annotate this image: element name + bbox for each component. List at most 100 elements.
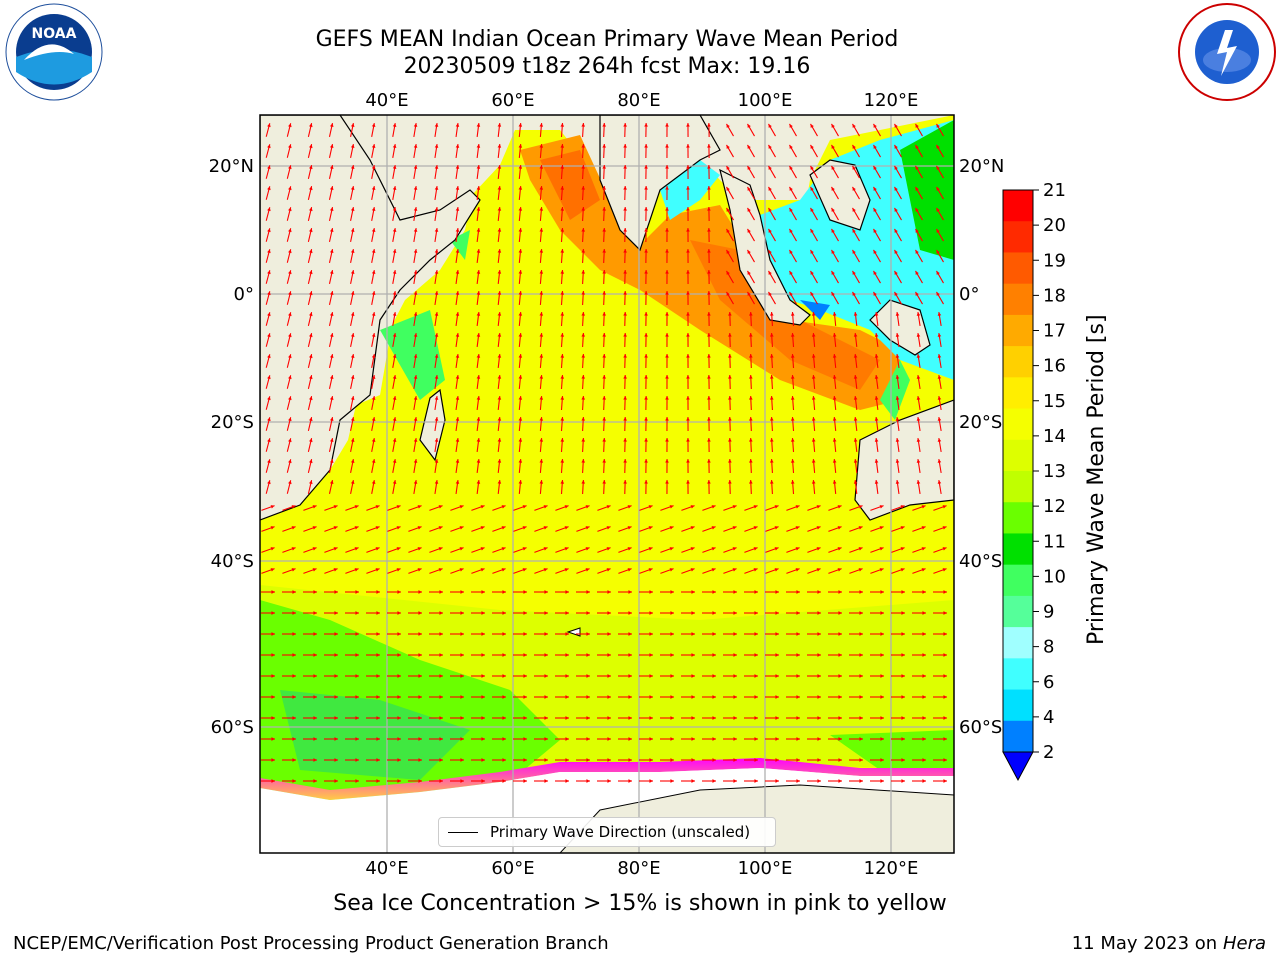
wave-arrow-head <box>607 695 611 699</box>
wave-arrow-head <box>313 632 317 636</box>
wave-arrow-head <box>539 459 544 463</box>
wave-arrow-head <box>502 653 506 657</box>
wave-arrow-head <box>838 695 842 699</box>
colorbar-segment <box>1003 252 1033 285</box>
wave-arrow-head <box>376 716 380 720</box>
wave-arrow-head <box>523 632 527 636</box>
wave-arrow-head <box>480 505 485 509</box>
wave-arrow-head <box>817 674 821 678</box>
wave-arrow-head <box>329 228 334 233</box>
lon-tick-bottom: 100°E <box>738 858 793 879</box>
wave-arrow-head <box>880 590 884 594</box>
wave-arrow-head <box>922 674 926 678</box>
wave-arrow-head <box>539 375 544 379</box>
colorbar <box>1002 189 1034 782</box>
wave-arrow-head <box>901 653 905 657</box>
wave-arrow-head <box>686 480 690 484</box>
wave-arrow-head <box>434 249 439 253</box>
wave-arrow-head <box>712 611 716 615</box>
wave-arrow-head <box>921 505 926 509</box>
wave-arrow-head <box>438 568 443 572</box>
wave-arrow-head <box>602 270 606 274</box>
wave-arrow-head <box>271 737 275 741</box>
wave-arrow-head <box>309 480 313 485</box>
wave-arrow-head <box>712 737 716 741</box>
wave-arrow-head <box>879 526 884 530</box>
wave-arrow-head <box>707 249 711 253</box>
wave-arrow-head <box>901 674 905 678</box>
wave-arrow-head <box>810 144 814 149</box>
wave-arrow-head <box>649 737 653 741</box>
wave-arrow-head <box>481 653 485 657</box>
wave-arrow-head <box>644 312 648 316</box>
wave-arrow-head <box>769 480 774 484</box>
wave-arrow-head <box>434 396 439 400</box>
wave-arrow-head <box>355 674 359 678</box>
wave-arrow-head <box>691 716 695 720</box>
wave-arrow-head <box>858 526 863 530</box>
wave-arrow-head <box>943 737 947 741</box>
wave-arrow-head <box>649 758 653 762</box>
wave-arrow-head <box>768 270 772 275</box>
wave-arrow-head <box>894 291 898 296</box>
wave-arrow-head <box>838 632 842 636</box>
wave-arrow-head <box>313 758 317 762</box>
wave-arrow-head <box>712 632 716 636</box>
wave-arrow-head <box>350 375 355 380</box>
wave-arrow-head <box>644 438 648 442</box>
colorbar-segment <box>1003 190 1033 222</box>
wave-arrow-head <box>460 779 464 783</box>
wave-arrow-head <box>607 674 611 678</box>
wave-arrow-head <box>518 165 523 169</box>
wave-arrow-head <box>371 417 376 421</box>
wave-arrow-head <box>901 590 905 594</box>
wave-arrow-head <box>518 270 523 274</box>
wave-arrow-head <box>628 779 632 783</box>
wave-arrow-head <box>543 547 548 551</box>
wave-arrow-head <box>943 779 947 783</box>
wave-arrow-head <box>397 758 401 762</box>
wave-arrow-head <box>292 611 296 615</box>
wave-arrow-head <box>747 228 751 233</box>
wave-arrow-head <box>413 186 418 190</box>
wave-arrow-head <box>581 459 586 463</box>
colorbar-segment <box>1003 502 1033 534</box>
wave-arrow-head <box>313 653 317 657</box>
wave-arrow-head <box>900 568 905 572</box>
wave-arrow-head <box>691 737 695 741</box>
wave-arrow-head <box>648 568 653 572</box>
wave-arrow-head <box>900 526 905 530</box>
wave-arrow-head <box>749 459 753 463</box>
wave-arrow-head <box>564 547 569 551</box>
wave-arrow-head <box>879 568 884 572</box>
map-frame <box>259 114 955 854</box>
wave-arrow-head <box>502 779 506 783</box>
wave-arrow-head <box>853 333 858 337</box>
wave-arrow-head <box>754 611 758 615</box>
footer-date-text: 11 May 2023 on <box>1071 933 1218 954</box>
wave-arrow-head <box>916 480 921 484</box>
wave-arrow-head <box>476 165 481 169</box>
wave-arrow-head <box>922 737 926 741</box>
wave-arrow-head <box>686 123 690 127</box>
wave-arrow-head <box>712 758 716 762</box>
wave-arrow-head <box>560 186 565 190</box>
wave-arrow-head <box>858 505 863 509</box>
wave-arrow-head <box>728 375 732 379</box>
wave-arrow-head <box>916 312 921 316</box>
wave-arrow-head <box>853 438 858 442</box>
colorbar-segment <box>1003 689 1033 722</box>
wave-arrow-head <box>832 396 837 400</box>
wave-arrow-head <box>691 611 695 615</box>
wave-arrow-head <box>288 438 292 443</box>
wave-arrow-head <box>333 547 338 551</box>
wave-arrow-head <box>292 674 296 678</box>
wave-arrow-head <box>350 270 355 275</box>
wave-arrow-head <box>901 716 905 720</box>
wave-arrow-head <box>581 144 586 148</box>
wave-arrow-head <box>602 354 606 358</box>
wave-arrow-head <box>329 186 334 191</box>
wave-arrow-head <box>790 312 795 316</box>
wave-arrow-head <box>942 568 947 572</box>
wave-arrow-head <box>309 228 313 233</box>
